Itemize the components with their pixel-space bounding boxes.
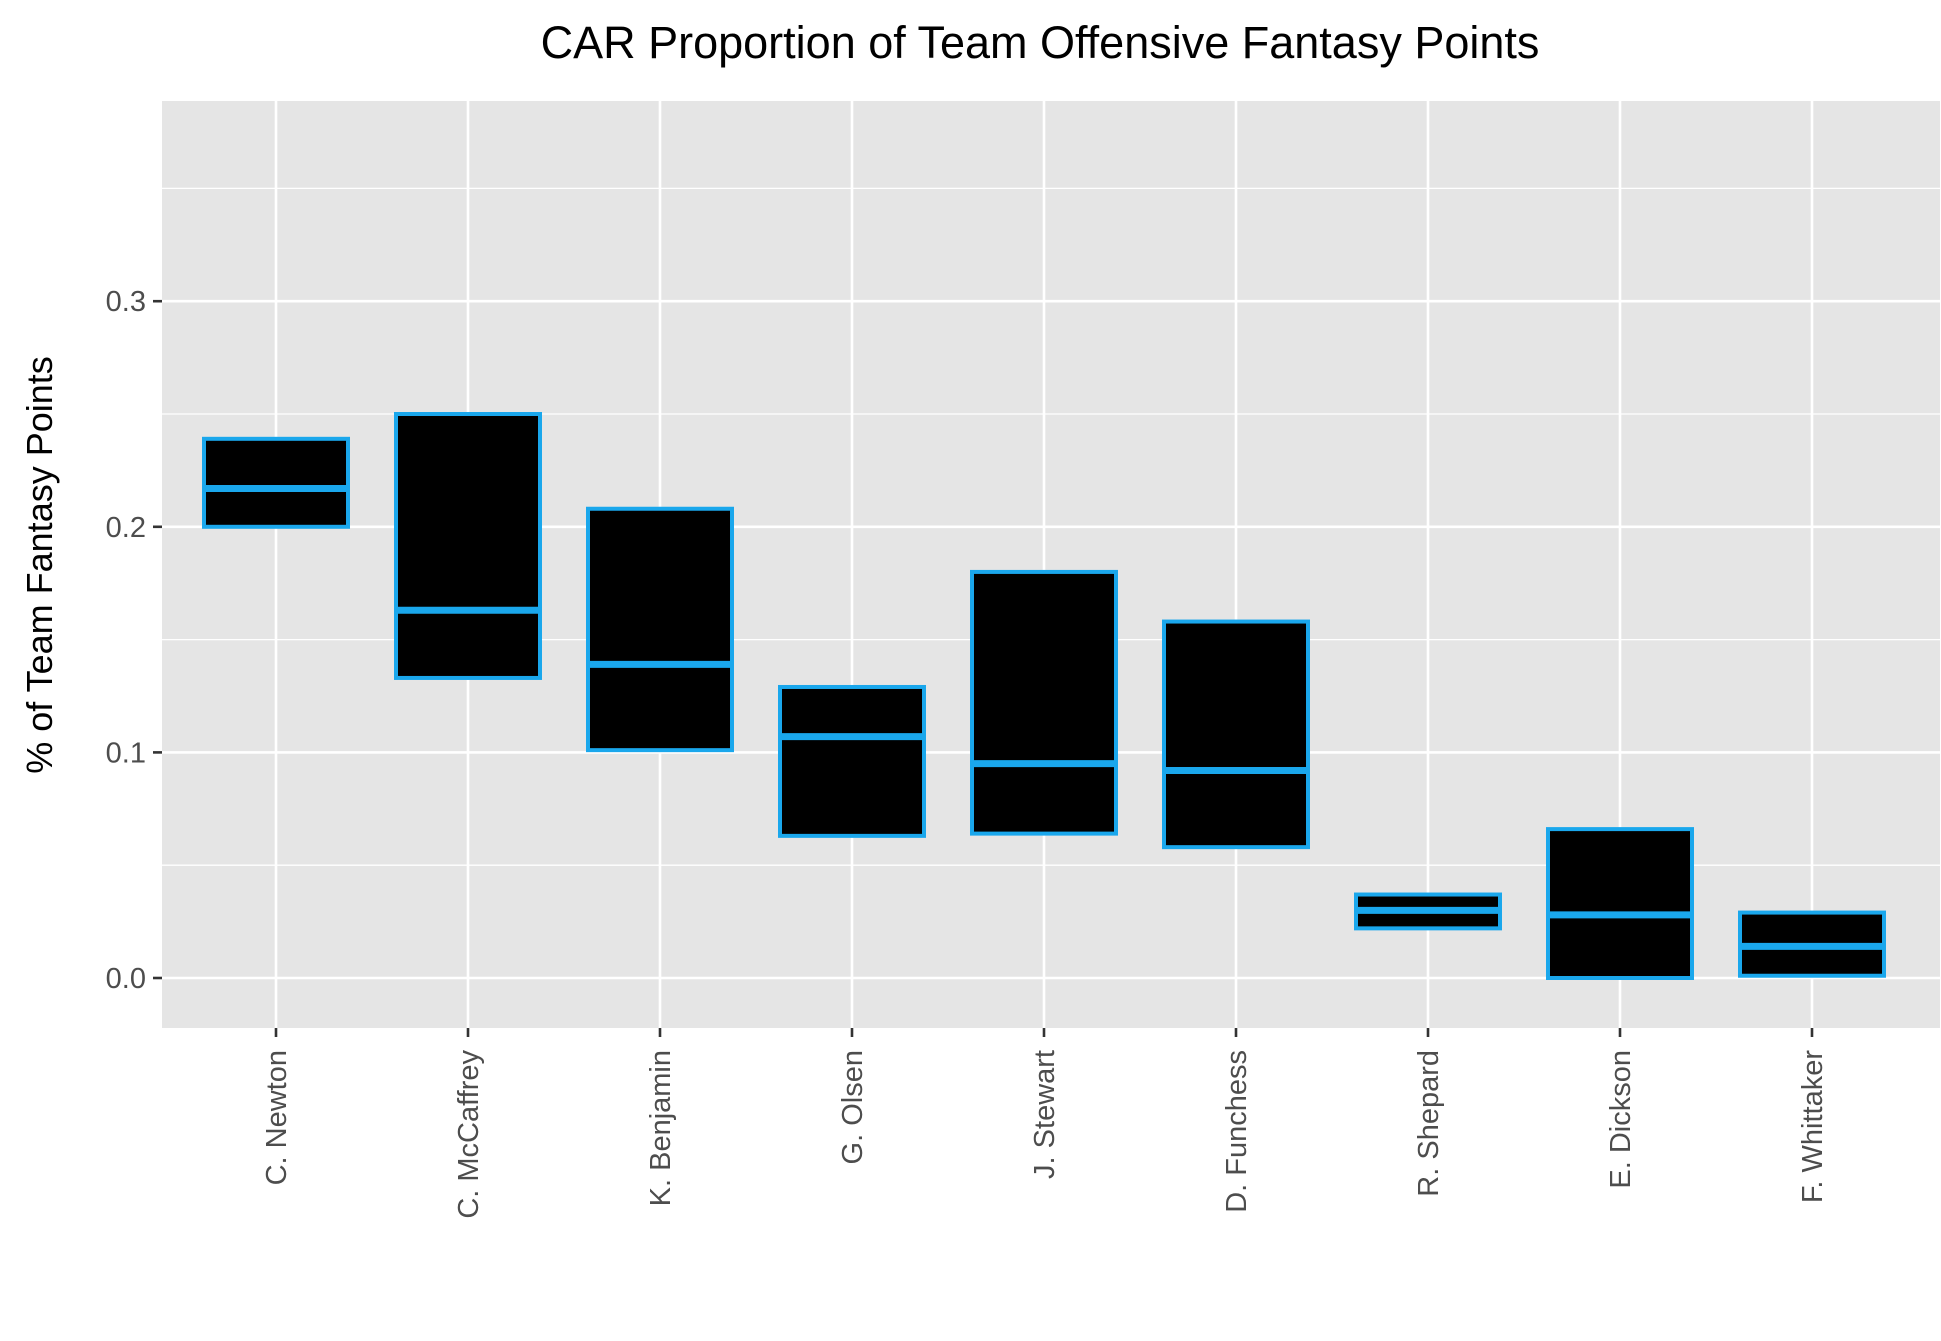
x-tick-label: G. Olsen [837,1050,869,1164]
y-tick-label: 0.1 [106,737,146,769]
x-tick-label: J. Stewart [1029,1050,1061,1179]
box-g-olsen [778,684,926,838]
box-c-newton [202,436,350,529]
boxes [202,412,1886,980]
y-tick-label: 0.2 [106,512,146,544]
x-tick-label: C. McCaffrey [453,1050,485,1219]
box-c-mccaffrey [394,412,542,680]
x-tick-label: R. Shepard [1413,1050,1445,1197]
y-tick-label: 0.0 [106,963,146,995]
box-j-stewart [970,569,1118,836]
axes: 0.0 0.1 0.2 0.3 C. Newton C. McCaffrey K. Benj… [106,286,1829,1218]
x-tick-label: D. Funchess [1221,1050,1253,1213]
x-tick-label: F. Whittaker [1797,1050,1829,1203]
x-tick-label: K. Benjamin [645,1050,677,1206]
box-k-benjamin [586,506,734,753]
y-axis-title: % of Team Fantasy Points [19,356,60,774]
y-tick-label: 0.3 [106,286,146,318]
x-tick-label: E. Dickson [1605,1050,1637,1189]
chart-title: CAR Proportion of Team Offensive Fantasy… [541,17,1540,68]
box-d-funchess [1162,619,1310,850]
x-tick-label: C. Newton [261,1050,293,1185]
box-e-dickson [1546,827,1694,980]
